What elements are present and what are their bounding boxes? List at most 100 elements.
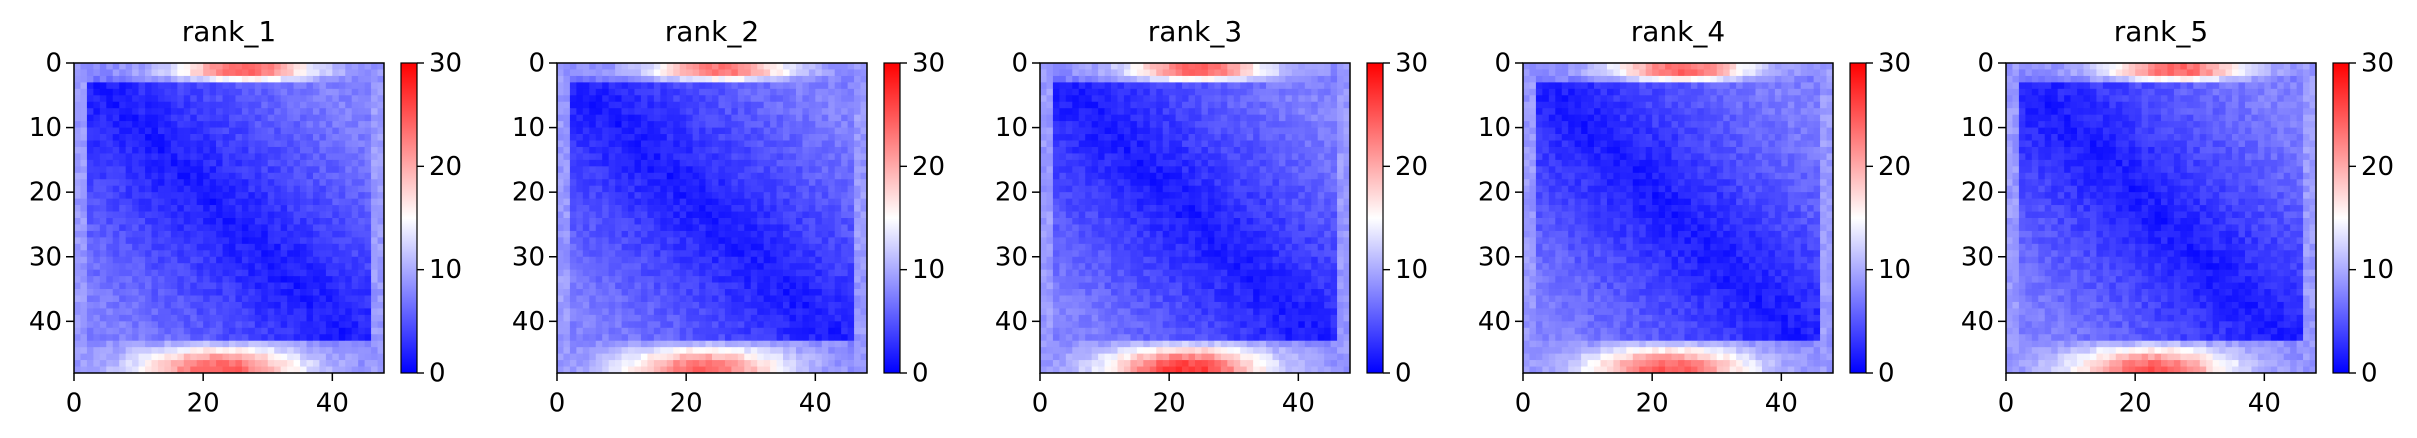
heatmap-cell xyxy=(1343,88,1351,96)
heatmap-cell xyxy=(563,237,571,245)
heatmap-cell xyxy=(621,276,629,283)
heatmap-cell xyxy=(319,360,327,367)
heatmap-cell xyxy=(345,243,353,251)
heatmap-cell xyxy=(1046,95,1054,103)
heatmap-cell xyxy=(750,75,758,83)
heatmap-cell xyxy=(151,198,159,206)
heatmap-cell xyxy=(86,134,94,141)
heatmap-cell xyxy=(177,75,185,83)
heatmap-cell xyxy=(209,127,217,135)
heatmap-cell xyxy=(653,263,661,271)
heatmap-cell xyxy=(216,321,223,329)
heatmap-cell xyxy=(724,250,732,258)
heatmap-cell xyxy=(332,69,340,77)
heatmap-cell xyxy=(640,82,648,90)
heatmap-cell xyxy=(1117,101,1125,109)
heatmap-cell xyxy=(106,75,114,83)
heatmap-cell xyxy=(608,243,616,251)
heatmap-cell xyxy=(170,250,178,258)
heatmap-cell xyxy=(666,282,674,290)
heatmap-cell xyxy=(757,295,765,303)
heatmap-cell xyxy=(235,347,243,354)
heatmap-cell xyxy=(802,153,810,161)
heatmap-cell xyxy=(692,140,700,148)
heatmap-cell xyxy=(744,166,752,174)
heatmap-cell xyxy=(757,166,765,174)
heatmap-cell xyxy=(254,334,262,342)
heatmap-cell xyxy=(724,237,732,245)
heatmap-cell xyxy=(86,179,94,187)
heatmap-cell xyxy=(319,366,327,374)
heatmap-cell xyxy=(80,63,88,70)
heatmap-cell xyxy=(248,360,256,367)
heatmap-cell xyxy=(602,166,610,174)
heatmap-cell xyxy=(332,256,340,264)
heatmap-cell xyxy=(679,95,687,103)
heatmap-cell xyxy=(229,276,236,283)
heatmap-cell xyxy=(563,159,571,167)
heatmap-cell xyxy=(229,237,236,245)
heatmap-cell xyxy=(731,192,739,199)
heatmap-cell xyxy=(1123,82,1131,90)
heatmap-cell xyxy=(132,314,139,322)
heatmap-cell xyxy=(267,205,275,212)
heatmap-cell xyxy=(99,127,107,135)
heatmap-cell xyxy=(634,82,642,90)
heatmap-cell xyxy=(808,211,816,219)
heatmap-cell xyxy=(795,237,803,245)
heatmap-cell xyxy=(267,82,275,90)
heatmap-cell xyxy=(241,179,249,187)
heatmap-cell xyxy=(628,269,635,277)
heatmap-cell xyxy=(300,347,307,354)
heatmap-cell xyxy=(99,63,107,70)
heatmap-cell xyxy=(673,289,681,296)
heatmap-cell xyxy=(647,146,655,154)
heatmap-cell xyxy=(280,114,288,122)
x-tick-label: 0 xyxy=(549,389,566,419)
heatmap-cell xyxy=(679,108,687,116)
heatmap-cell xyxy=(332,250,340,258)
heatmap-cell xyxy=(705,205,713,212)
heatmap-cell xyxy=(763,82,771,90)
heatmap-cell xyxy=(138,185,146,193)
heatmap-cell xyxy=(640,353,648,361)
heatmap-cell xyxy=(248,179,256,187)
heatmap-cell xyxy=(99,282,107,290)
heatmap-cell xyxy=(699,205,706,212)
heatmap-cell xyxy=(763,366,771,374)
heatmap-cell xyxy=(737,108,745,116)
heatmap-cell xyxy=(860,327,868,335)
heatmap-cell xyxy=(138,205,146,212)
heatmap-cell xyxy=(80,366,88,374)
heatmap-cell xyxy=(1111,82,1118,90)
heatmap-cell xyxy=(705,101,713,109)
heatmap-cell xyxy=(679,301,687,309)
heatmap-cell xyxy=(673,88,681,96)
heatmap-cell xyxy=(261,340,269,348)
heatmap-cell xyxy=(203,159,210,167)
heatmap-cell xyxy=(763,108,771,116)
heatmap-cell xyxy=(306,95,314,103)
heatmap-cell xyxy=(679,185,687,193)
heatmap-cell xyxy=(1266,88,1273,96)
heatmap-cell xyxy=(338,75,346,83)
heatmap-cell xyxy=(673,198,681,206)
heatmap-cell xyxy=(673,237,681,245)
heatmap-cell xyxy=(776,360,784,367)
heatmap-cell xyxy=(338,82,346,90)
heatmap-cell xyxy=(815,75,823,83)
heatmap-cell xyxy=(815,301,823,309)
heatmap-cell xyxy=(157,353,165,361)
heatmap-cell xyxy=(319,127,327,135)
heatmap-cell xyxy=(1091,101,1099,109)
heatmap-cell xyxy=(1078,101,1086,109)
heatmap-cell xyxy=(757,334,765,342)
heatmap-cell xyxy=(164,237,172,245)
heatmap-cell xyxy=(628,314,635,322)
heatmap-cell xyxy=(1266,82,1273,90)
heatmap-cell xyxy=(300,134,307,141)
heatmap-cell xyxy=(712,347,719,354)
heatmap-cell xyxy=(1046,101,1054,109)
heatmap-cell xyxy=(280,166,288,174)
heatmap-cell xyxy=(628,327,635,335)
